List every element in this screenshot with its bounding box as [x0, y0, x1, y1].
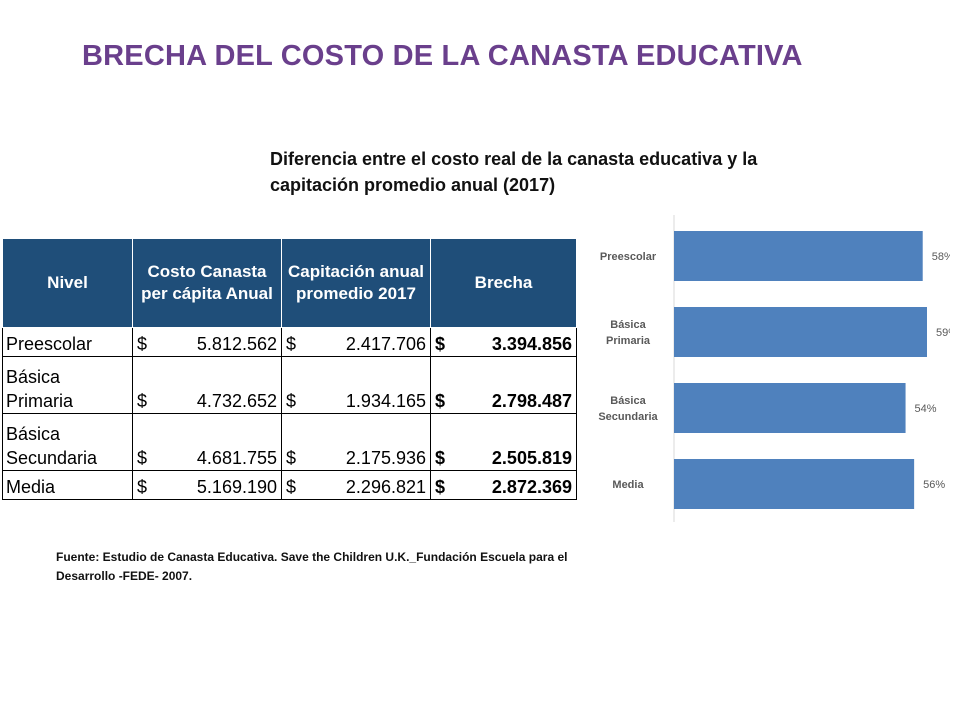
- category-tick-label: Básica Primaria: [606, 319, 651, 347]
- category-tick-label: Básica Secundaria: [598, 395, 658, 423]
- cost-table: Nivel Costo Canasta per cápita Anual Cap…: [2, 238, 577, 500]
- table-row: Media $5.169.190 $2.296.821 $2.872.369: [2, 470, 577, 500]
- cell-nivel: Básica Primaria: [2, 356, 133, 414]
- table-body: Preescolar $5.812.562 $2.417.706 $3.394.856…: [2, 327, 577, 500]
- cell-nivel: Media: [2, 470, 133, 500]
- header-costo: Costo Canasta per cápita Anual: [132, 238, 282, 328]
- amount-value: 2.798.487: [491, 391, 572, 411]
- cell-brecha: $2.505.819: [430, 413, 577, 471]
- cell-costo: $4.681.755: [132, 413, 282, 471]
- currency-symbol: $: [435, 391, 446, 411]
- cell-nivel: Básica Secundaria: [2, 413, 133, 471]
- amount-value: 3.394.856: [491, 334, 572, 354]
- category-tick-label: Preescolar: [600, 251, 657, 263]
- bar-2: [674, 383, 906, 433]
- amount-value: 5.812.562: [196, 334, 277, 354]
- bar-3: [674, 459, 915, 509]
- currency-symbol: $: [137, 334, 148, 354]
- currency-symbol: $: [435, 334, 446, 354]
- cell-capitacion: $1.934.165: [281, 356, 431, 414]
- amount-value: 4.732.652: [196, 391, 277, 411]
- header-brecha: Brecha: [430, 238, 577, 328]
- amount-value: 2.296.821: [345, 477, 426, 497]
- bar-value-label: 59%: [936, 327, 950, 339]
- currency-symbol: $: [286, 448, 297, 468]
- table-header-row: Nivel Costo Canasta per cápita Anual Cap…: [2, 238, 577, 328]
- bar-1: [674, 307, 927, 357]
- amount-value: 4.681.755: [196, 448, 277, 468]
- bar-value-label: 54%: [915, 403, 937, 415]
- cell-capitacion: $2.296.821: [281, 470, 431, 500]
- cell-capitacion: $2.175.936: [281, 413, 431, 471]
- cell-nivel: Preescolar: [2, 327, 133, 357]
- slide-title: BRECHA DEL COSTO DE LA CANASTA EDUCATIVA: [82, 40, 803, 72]
- table-row: Básica Primaria $4.732.652 $1.934.165 $2.79…: [2, 356, 577, 414]
- header-nivel: Nivel: [2, 238, 133, 328]
- currency-symbol: $: [435, 477, 446, 497]
- table-row: Básica Secundaria $4.681.755 $2.175.936 $2.…: [2, 413, 577, 471]
- cell-costo: $4.732.652: [132, 356, 282, 414]
- source-note: Fuente: Estudio de Canasta Educativa. Sa…: [56, 550, 568, 583]
- currency-symbol: $: [286, 477, 297, 497]
- bar-0: [674, 231, 923, 281]
- bar-value-label: 58%: [932, 251, 950, 263]
- category-tick-label: Media: [612, 479, 644, 491]
- currency-symbol: $: [137, 477, 148, 497]
- currency-symbol: $: [137, 391, 148, 411]
- currency-symbol: $: [286, 334, 297, 354]
- cell-brecha: $3.394.856: [430, 327, 577, 357]
- amount-value: 2.417.706: [345, 334, 426, 354]
- amount-value: 2.175.936: [345, 448, 426, 468]
- currency-symbol: $: [286, 391, 297, 411]
- cell-costo: $5.812.562: [132, 327, 282, 357]
- cell-brecha: $2.872.369: [430, 470, 577, 500]
- currency-symbol: $: [137, 448, 148, 468]
- currency-symbol: $: [435, 448, 446, 468]
- header-capitacion: Capitación anual promedio 2017: [281, 238, 431, 328]
- amount-value: 2.872.369: [491, 477, 572, 497]
- bar-value-label: 56%: [923, 479, 945, 491]
- table-row: Preescolar $5.812.562 $2.417.706 $3.394.856: [2, 327, 577, 357]
- cell-brecha: $2.798.487: [430, 356, 577, 414]
- amount-value: 5.169.190: [196, 477, 277, 497]
- cell-costo: $5.169.190: [132, 470, 282, 500]
- amount-value: 1.934.165: [345, 391, 426, 411]
- amount-value: 2.505.819: [491, 448, 572, 468]
- chart-subtitle: Diferencia entre el costo real de la can…: [270, 149, 758, 195]
- cell-capitacion: $2.417.706: [281, 327, 431, 357]
